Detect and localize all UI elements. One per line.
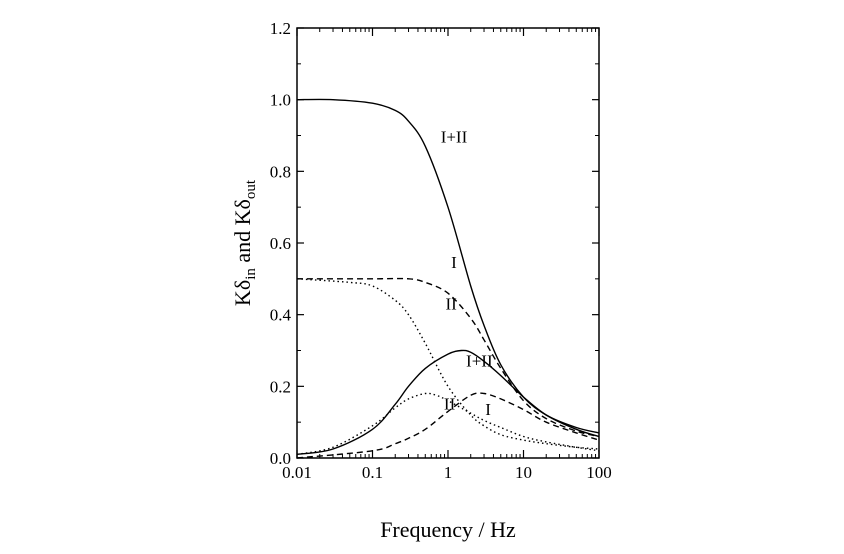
- y-axis-title-mid: and: [230, 225, 255, 268]
- y-tick-label: 0.2: [270, 377, 291, 396]
- series-line-out-dashed: [296, 392, 600, 459]
- y-axis-title: Kδin and Kδout: [230, 179, 259, 306]
- y-tick-label: 1.0: [270, 91, 291, 110]
- curve-label: I+II: [466, 352, 493, 371]
- y-axis-title-sub2: out: [243, 179, 259, 199]
- y-tick-label: 1.2: [270, 19, 291, 38]
- y-tick-label: 0.0: [270, 449, 291, 468]
- curve-label: I+II: [441, 128, 468, 147]
- curve-label: I: [451, 253, 457, 272]
- curve-label: I: [485, 400, 491, 419]
- x-tick-label: 100: [586, 463, 612, 482]
- x-tick-label: 0.01: [282, 463, 312, 482]
- curve-label: II: [444, 395, 456, 414]
- x-axis-title: Frequency / Hz: [380, 517, 516, 542]
- y-axis-title-sub1: in: [243, 268, 259, 280]
- y-tick-label: 0.6: [270, 234, 291, 253]
- y-tick-label: 0.4: [270, 306, 292, 325]
- x-tick-label: 0.1: [362, 463, 383, 482]
- y-axis-title-base1: Kδ: [230, 280, 255, 306]
- y-tick-label: 0.8: [270, 162, 291, 181]
- y-axis-title-base2: Kδ: [230, 199, 255, 225]
- x-tick-label: 1: [444, 463, 453, 482]
- axis-ticks: [296, 27, 600, 459]
- x-tick-label: 10: [515, 463, 532, 482]
- series-lines: [296, 98, 600, 459]
- series-line-in-solid: [296, 98, 600, 434]
- axis-tick-labels: 0.0 0.2 0.4 0.6 0.8 1.0 1.2 0.01 0.1 1 10 100: [270, 19, 612, 482]
- series-line-out-solid: [296, 349, 600, 456]
- curve-label: II: [445, 294, 457, 313]
- plot-frame: [296, 27, 600, 459]
